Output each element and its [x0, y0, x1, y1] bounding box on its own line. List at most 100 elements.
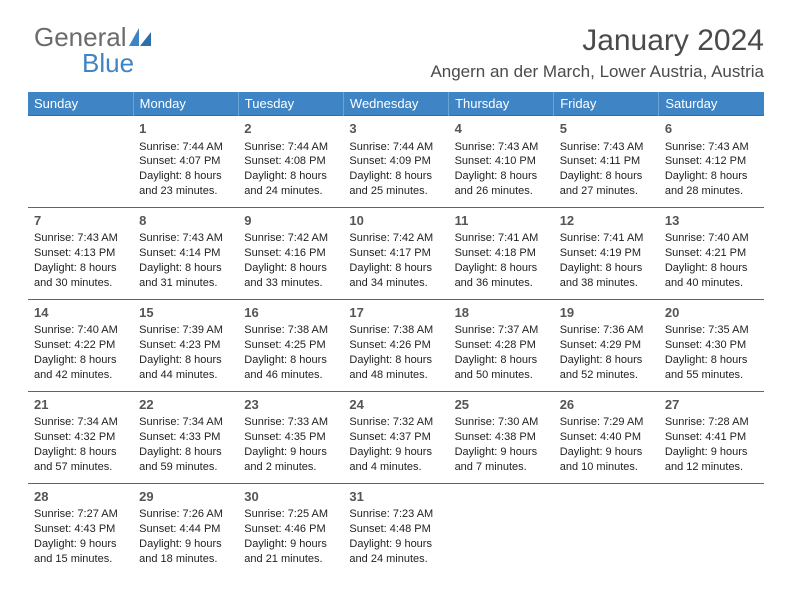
sunset-text: Sunset: 4:19 PM — [560, 246, 653, 261]
daylight-text: Daylight: 9 hours and 21 minutes. — [244, 537, 337, 567]
calendar-day-cell: 17Sunrise: 7:38 AMSunset: 4:26 PMDayligh… — [343, 299, 448, 391]
calendar-day-cell: 22Sunrise: 7:34 AMSunset: 4:33 PMDayligh… — [133, 391, 238, 483]
calendar-day-cell — [28, 116, 133, 208]
daylight-text: Daylight: 8 hours and 25 minutes. — [349, 169, 442, 199]
day-number: 12 — [560, 212, 653, 230]
sunrise-text: Sunrise: 7:43 AM — [455, 140, 548, 155]
calendar-day-cell: 5 Sunrise: 7:43 AMSunset: 4:11 PMDaylight… — [554, 116, 659, 208]
sunset-text: Sunset: 4:16 PM — [244, 246, 337, 261]
sunrise-text: Sunrise: 7:34 AM — [34, 415, 127, 430]
day-number: 23 — [244, 396, 337, 414]
calendar-day-cell: 7Sunrise: 7:43 AMSunset: 4:13 PMDaylight… — [28, 207, 133, 299]
sunrise-text: Sunrise: 7:43 AM — [665, 140, 758, 155]
day-number: 19 — [560, 304, 653, 322]
sunset-text: Sunset: 4:07 PM — [139, 154, 232, 169]
daylight-text: Daylight: 8 hours and 27 minutes. — [560, 169, 653, 199]
day-header-row: Sunday Monday Tuesday Wednesday Thursday… — [28, 92, 764, 116]
sunrise-text: Sunrise: 7:38 AM — [244, 323, 337, 338]
day-number: 31 — [349, 488, 442, 506]
day-number: 5 — [560, 120, 653, 138]
sunset-text: Sunset: 4:37 PM — [349, 430, 442, 445]
calendar-day-cell: 6Sunrise: 7:43 AMSunset: 4:12 PMDaylight… — [659, 116, 764, 208]
sunset-text: Sunset: 4:21 PM — [665, 246, 758, 261]
sail-icon — [129, 28, 151, 48]
sunrise-text: Sunrise: 7:26 AM — [139, 507, 232, 522]
daylight-text: Daylight: 9 hours and 12 minutes. — [665, 445, 758, 475]
calendar-day-cell: 29Sunrise: 7:26 AMSunset: 4:44 PMDayligh… — [133, 483, 238, 574]
calendar-day-cell: 16Sunrise: 7:38 AMSunset: 4:25 PMDayligh… — [238, 299, 343, 391]
daylight-text: Daylight: 8 hours and 34 minutes. — [349, 261, 442, 291]
day-number: 15 — [139, 304, 232, 322]
calendar-day-cell: 14Sunrise: 7:40 AMSunset: 4:22 PMDayligh… — [28, 299, 133, 391]
sunrise-text: Sunrise: 7:25 AM — [244, 507, 337, 522]
sunrise-text: Sunrise: 7:23 AM — [349, 507, 442, 522]
sunrise-text: Sunrise: 7:43 AM — [34, 231, 127, 246]
calendar-day-cell: 26Sunrise: 7:29 AMSunset: 4:40 PMDayligh… — [554, 391, 659, 483]
sunrise-text: Sunrise: 7:34 AM — [139, 415, 232, 430]
day-number: 11 — [455, 212, 548, 230]
sunrise-text: Sunrise: 7:43 AM — [139, 231, 232, 246]
calendar-day-cell: 19Sunrise: 7:36 AMSunset: 4:29 PMDayligh… — [554, 299, 659, 391]
calendar-week-row: 28Sunrise: 7:27 AMSunset: 4:43 PMDayligh… — [28, 483, 764, 574]
daylight-text: Daylight: 9 hours and 4 minutes. — [349, 445, 442, 475]
day-header: Monday — [133, 92, 238, 116]
sunset-text: Sunset: 4:18 PM — [455, 246, 548, 261]
sunset-text: Sunset: 4:38 PM — [455, 430, 548, 445]
sunset-text: Sunset: 4:32 PM — [34, 430, 127, 445]
sunset-text: Sunset: 4:12 PM — [665, 154, 758, 169]
sunset-text: Sunset: 4:43 PM — [34, 522, 127, 537]
day-number: 2 — [244, 120, 337, 138]
daylight-text: Daylight: 9 hours and 2 minutes. — [244, 445, 337, 475]
day-number: 4 — [455, 120, 548, 138]
calendar-day-cell: 11Sunrise: 7:41 AMSunset: 4:18 PMDayligh… — [449, 207, 554, 299]
sunset-text: Sunset: 4:41 PM — [665, 430, 758, 445]
day-number: 8 — [139, 212, 232, 230]
sunset-text: Sunset: 4:33 PM — [139, 430, 232, 445]
sunset-text: Sunset: 4:13 PM — [34, 246, 127, 261]
day-number: 10 — [349, 212, 442, 230]
sunrise-text: Sunrise: 7:42 AM — [349, 231, 442, 246]
calendar-week-row: 21Sunrise: 7:34 AMSunset: 4:32 PMDayligh… — [28, 391, 764, 483]
sunset-text: Sunset: 4:44 PM — [139, 522, 232, 537]
daylight-text: Daylight: 8 hours and 40 minutes. — [665, 261, 758, 291]
sunrise-text: Sunrise: 7:38 AM — [349, 323, 442, 338]
daylight-text: Daylight: 8 hours and 48 minutes. — [349, 353, 442, 383]
sunrise-text: Sunrise: 7:44 AM — [349, 140, 442, 155]
sunrise-text: Sunrise: 7:33 AM — [244, 415, 337, 430]
sunset-text: Sunset: 4:11 PM — [560, 154, 653, 169]
daylight-text: Daylight: 8 hours and 31 minutes. — [139, 261, 232, 291]
sunrise-text: Sunrise: 7:41 AM — [560, 231, 653, 246]
calendar-week-row: 1Sunrise: 7:44 AMSunset: 4:07 PMDaylight… — [28, 116, 764, 208]
sunrise-text: Sunrise: 7:27 AM — [34, 507, 127, 522]
sunrise-text: Sunrise: 7:43 AM — [560, 140, 653, 155]
calendar-day-cell: 9Sunrise: 7:42 AMSunset: 4:16 PMDaylight… — [238, 207, 343, 299]
daylight-text: Daylight: 8 hours and 36 minutes. — [455, 261, 548, 291]
sunset-text: Sunset: 4:09 PM — [349, 154, 442, 169]
day-number: 25 — [455, 396, 548, 414]
day-header: Tuesday — [238, 92, 343, 116]
calendar-day-cell: 20Sunrise: 7:35 AMSunset: 4:30 PMDayligh… — [659, 299, 764, 391]
calendar-day-cell: 10Sunrise: 7:42 AMSunset: 4:17 PMDayligh… — [343, 207, 448, 299]
day-number: 24 — [349, 396, 442, 414]
sunset-text: Sunset: 4:25 PM — [244, 338, 337, 353]
daylight-text: Daylight: 8 hours and 50 minutes. — [455, 353, 548, 383]
calendar-day-cell: 25Sunrise: 7:30 AMSunset: 4:38 PMDayligh… — [449, 391, 554, 483]
sunset-text: Sunset: 4:08 PM — [244, 154, 337, 169]
daylight-text: Daylight: 8 hours and 24 minutes. — [244, 169, 337, 199]
daylight-text: Daylight: 9 hours and 7 minutes. — [455, 445, 548, 475]
day-header: Wednesday — [343, 92, 448, 116]
sunrise-text: Sunrise: 7:35 AM — [665, 323, 758, 338]
sunset-text: Sunset: 4:26 PM — [349, 338, 442, 353]
calendar-day-cell: 4Sunrise: 7:43 AMSunset: 4:10 PMDaylight… — [449, 116, 554, 208]
sunrise-text: Sunrise: 7:41 AM — [455, 231, 548, 246]
daylight-text: Daylight: 9 hours and 18 minutes. — [139, 537, 232, 567]
daylight-text: Daylight: 8 hours and 52 minutes. — [560, 353, 653, 383]
day-number: 3 — [349, 120, 442, 138]
daylight-text: Daylight: 8 hours and 23 minutes. — [139, 169, 232, 199]
calendar-body: 1Sunrise: 7:44 AMSunset: 4:07 PMDaylight… — [28, 116, 764, 575]
day-number: 18 — [455, 304, 548, 322]
daylight-text: Daylight: 8 hours and 28 minutes. — [665, 169, 758, 199]
day-number: 26 — [560, 396, 653, 414]
sunrise-text: Sunrise: 7:44 AM — [139, 140, 232, 155]
day-number: 1 — [139, 120, 232, 138]
